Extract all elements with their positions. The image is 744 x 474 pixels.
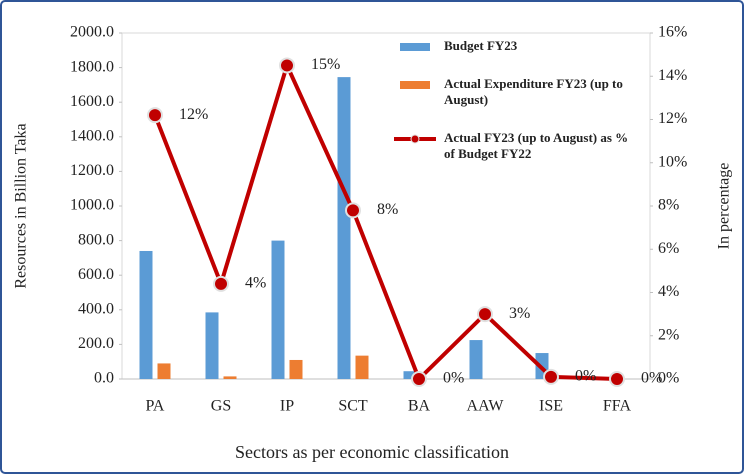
legend-swatch bbox=[400, 81, 430, 89]
y-tick-label: 1400.0 bbox=[70, 127, 114, 144]
legend-swatch bbox=[394, 134, 436, 144]
bar bbox=[223, 376, 237, 379]
y-tick-label: 400.0 bbox=[78, 300, 114, 317]
bar bbox=[337, 77, 351, 380]
y2-tick-label: 12% bbox=[658, 110, 687, 127]
x-axis-title: Sectors as per economic classification bbox=[235, 442, 509, 462]
line-marker bbox=[147, 107, 163, 124]
x-tick-label: FFA bbox=[603, 398, 632, 415]
bar bbox=[139, 250, 153, 379]
line-marker bbox=[609, 371, 625, 387]
bar bbox=[157, 363, 171, 379]
legend-item: Actual FY23 (up to August) as % of Budge… bbox=[392, 130, 642, 162]
legend-swatch bbox=[400, 43, 430, 51]
legend-item: Actual Expenditure FY23 (up to August) bbox=[392, 76, 642, 108]
line-marker bbox=[477, 306, 493, 323]
y-tick-label: 1200.0 bbox=[70, 162, 114, 179]
bar bbox=[355, 355, 369, 379]
data-label: 0% bbox=[443, 370, 464, 387]
y-axis-title: Resources in Billion Taka bbox=[13, 123, 30, 288]
legend-label: Actual FY23 (up to August) as % of Budge… bbox=[444, 130, 629, 161]
y2-tick-label: 6% bbox=[658, 240, 679, 257]
data-label: 0% bbox=[575, 368, 596, 385]
bar bbox=[271, 240, 285, 379]
x-tick-label: PA bbox=[146, 398, 165, 415]
line-marker bbox=[543, 368, 559, 385]
y-tick-label: 1600.0 bbox=[70, 93, 114, 110]
bar bbox=[403, 371, 417, 379]
y-tick-label: 2000.0 bbox=[70, 24, 114, 41]
bar bbox=[205, 312, 219, 379]
y2-tick-label: 4% bbox=[658, 283, 679, 300]
x-tick-label: ISE bbox=[539, 398, 563, 415]
bar bbox=[289, 359, 303, 379]
y-tick-label: 200.0 bbox=[78, 335, 114, 352]
data-label: 15% bbox=[311, 56, 340, 73]
line-marker bbox=[213, 275, 229, 292]
x-tick-label: AAW bbox=[467, 398, 505, 415]
bar bbox=[469, 340, 483, 379]
line bbox=[153, 59, 618, 383]
y-tick-label: 1800.0 bbox=[70, 58, 114, 75]
line-marker bbox=[345, 202, 361, 219]
x-tick-label: GS bbox=[211, 398, 231, 415]
legend-label: Actual Expenditure FY23 (up to August) bbox=[444, 76, 623, 107]
data-label: 12% bbox=[179, 106, 208, 123]
y-tick-label: 0.0 bbox=[94, 370, 114, 387]
data-label: 0% bbox=[641, 370, 662, 387]
legend: Budget FY23 Actual Expenditure FY23 (up t… bbox=[392, 38, 642, 184]
y2-tick-label: 0% bbox=[658, 370, 679, 387]
line-marker bbox=[411, 371, 427, 387]
data-label: 3% bbox=[509, 305, 530, 322]
y2-tick-label: 2% bbox=[658, 326, 679, 343]
y2-tick-label: 10% bbox=[658, 153, 687, 170]
y-tick-label: 1000.0 bbox=[70, 197, 114, 214]
y-tick-label: 800.0 bbox=[78, 231, 114, 248]
legend-item: Budget FY23 bbox=[392, 38, 642, 54]
y2-axis-title: In percentage bbox=[716, 163, 733, 250]
y2-tick-label: 16% bbox=[658, 24, 687, 41]
data-label: 8% bbox=[377, 201, 398, 218]
x-tick-label: BA bbox=[408, 398, 431, 415]
line-marker bbox=[279, 57, 295, 74]
legend-label: Budget FY23 bbox=[444, 38, 518, 53]
y2-tick-label: 8% bbox=[658, 197, 679, 214]
x-tick-label: IP bbox=[280, 398, 294, 415]
y-tick-label: 600.0 bbox=[78, 266, 114, 283]
x-tick-label: SCT bbox=[338, 398, 368, 415]
data-label: 4% bbox=[245, 275, 266, 292]
y2-tick-label: 14% bbox=[658, 67, 687, 84]
